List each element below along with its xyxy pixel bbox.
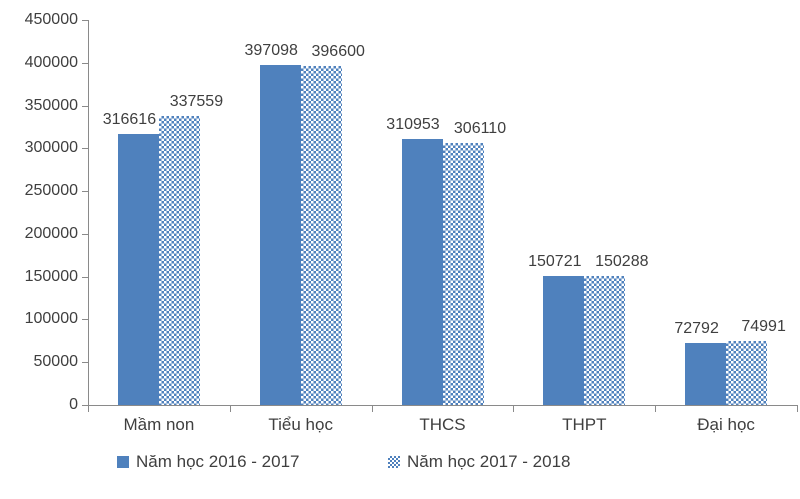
- data-label: 310953: [386, 115, 440, 133]
- data-label: 150721: [528, 253, 582, 271]
- y-axis-tick-label: 250000: [24, 182, 78, 200]
- bar-solid-2: [401, 138, 443, 405]
- bar-checker-3: [584, 276, 626, 405]
- y-axis-tick-label: 100000: [24, 310, 78, 328]
- y-axis-tick: [82, 233, 88, 235]
- x-axis-category-label: THCS: [419, 415, 466, 434]
- data-label: 72792: [674, 319, 719, 337]
- y-axis-tick-label: 400000: [24, 53, 78, 71]
- bar-solid-4: [685, 342, 727, 405]
- y-axis-tick-label: 200000: [24, 224, 78, 242]
- y-axis-line: [88, 20, 89, 406]
- x-axis-tick: [229, 406, 231, 412]
- bar-checker-2: [442, 143, 484, 405]
- y-axis-tick-label: 150000: [24, 267, 78, 285]
- y-axis-tick-label: 350000: [24, 96, 78, 114]
- x-axis-tick: [655, 406, 657, 412]
- x-axis-tick: [513, 406, 515, 412]
- legend-item: Năm học 2017 - 2018: [388, 451, 571, 473]
- y-axis-tick: [82, 319, 88, 321]
- x-axis-category-label: Đại học: [697, 415, 755, 434]
- y-axis-tick-label: 300000: [24, 139, 78, 157]
- bar-solid-0: [117, 134, 159, 405]
- x-axis-category-label: Mầm non: [123, 415, 195, 434]
- y-axis-tick: [82, 191, 88, 193]
- y-axis-tick: [82, 405, 88, 406]
- x-axis-tick: [371, 406, 373, 412]
- y-axis-tick: [82, 362, 88, 364]
- y-axis-tick-label: 0: [69, 396, 78, 413]
- data-label: 396600: [311, 42, 365, 60]
- data-label: 337559: [169, 93, 224, 111]
- bar-checker-4: [726, 340, 768, 405]
- legend-item: Năm học 2016 - 2017: [117, 451, 300, 473]
- data-label: 150288: [595, 253, 649, 271]
- legend-label: Năm học 2017 - 2018: [407, 452, 571, 471]
- y-axis-tick-label: 50000: [33, 353, 79, 371]
- bar-solid-1: [259, 65, 301, 405]
- x-axis-line: [88, 405, 798, 406]
- x-axis-category-label: THPT: [562, 415, 607, 434]
- y-axis-tick: [82, 276, 88, 278]
- legend-label: Năm học 2016 - 2017: [136, 452, 300, 471]
- y-axis-tick: [82, 62, 88, 64]
- data-label: 316616: [102, 111, 157, 129]
- legend-solid-swatch-icon: [117, 456, 129, 468]
- y-axis-tick: [82, 20, 88, 21]
- bar-checker-1: [300, 65, 342, 405]
- data-label: 74991: [741, 317, 786, 335]
- data-label: 397098: [244, 42, 298, 60]
- bar-checker-0: [158, 116, 200, 405]
- legend-checker-swatch-icon: [388, 456, 400, 468]
- x-axis-tick: [88, 406, 89, 412]
- y-axis-tick-label: 450000: [24, 11, 78, 28]
- bar-solid-3: [543, 276, 585, 405]
- x-axis-tick: [797, 406, 798, 412]
- data-label: 306110: [453, 120, 507, 138]
- y-axis-tick: [82, 148, 88, 150]
- x-axis-category-label: Tiểu học: [268, 415, 333, 434]
- y-axis-tick: [82, 105, 88, 107]
